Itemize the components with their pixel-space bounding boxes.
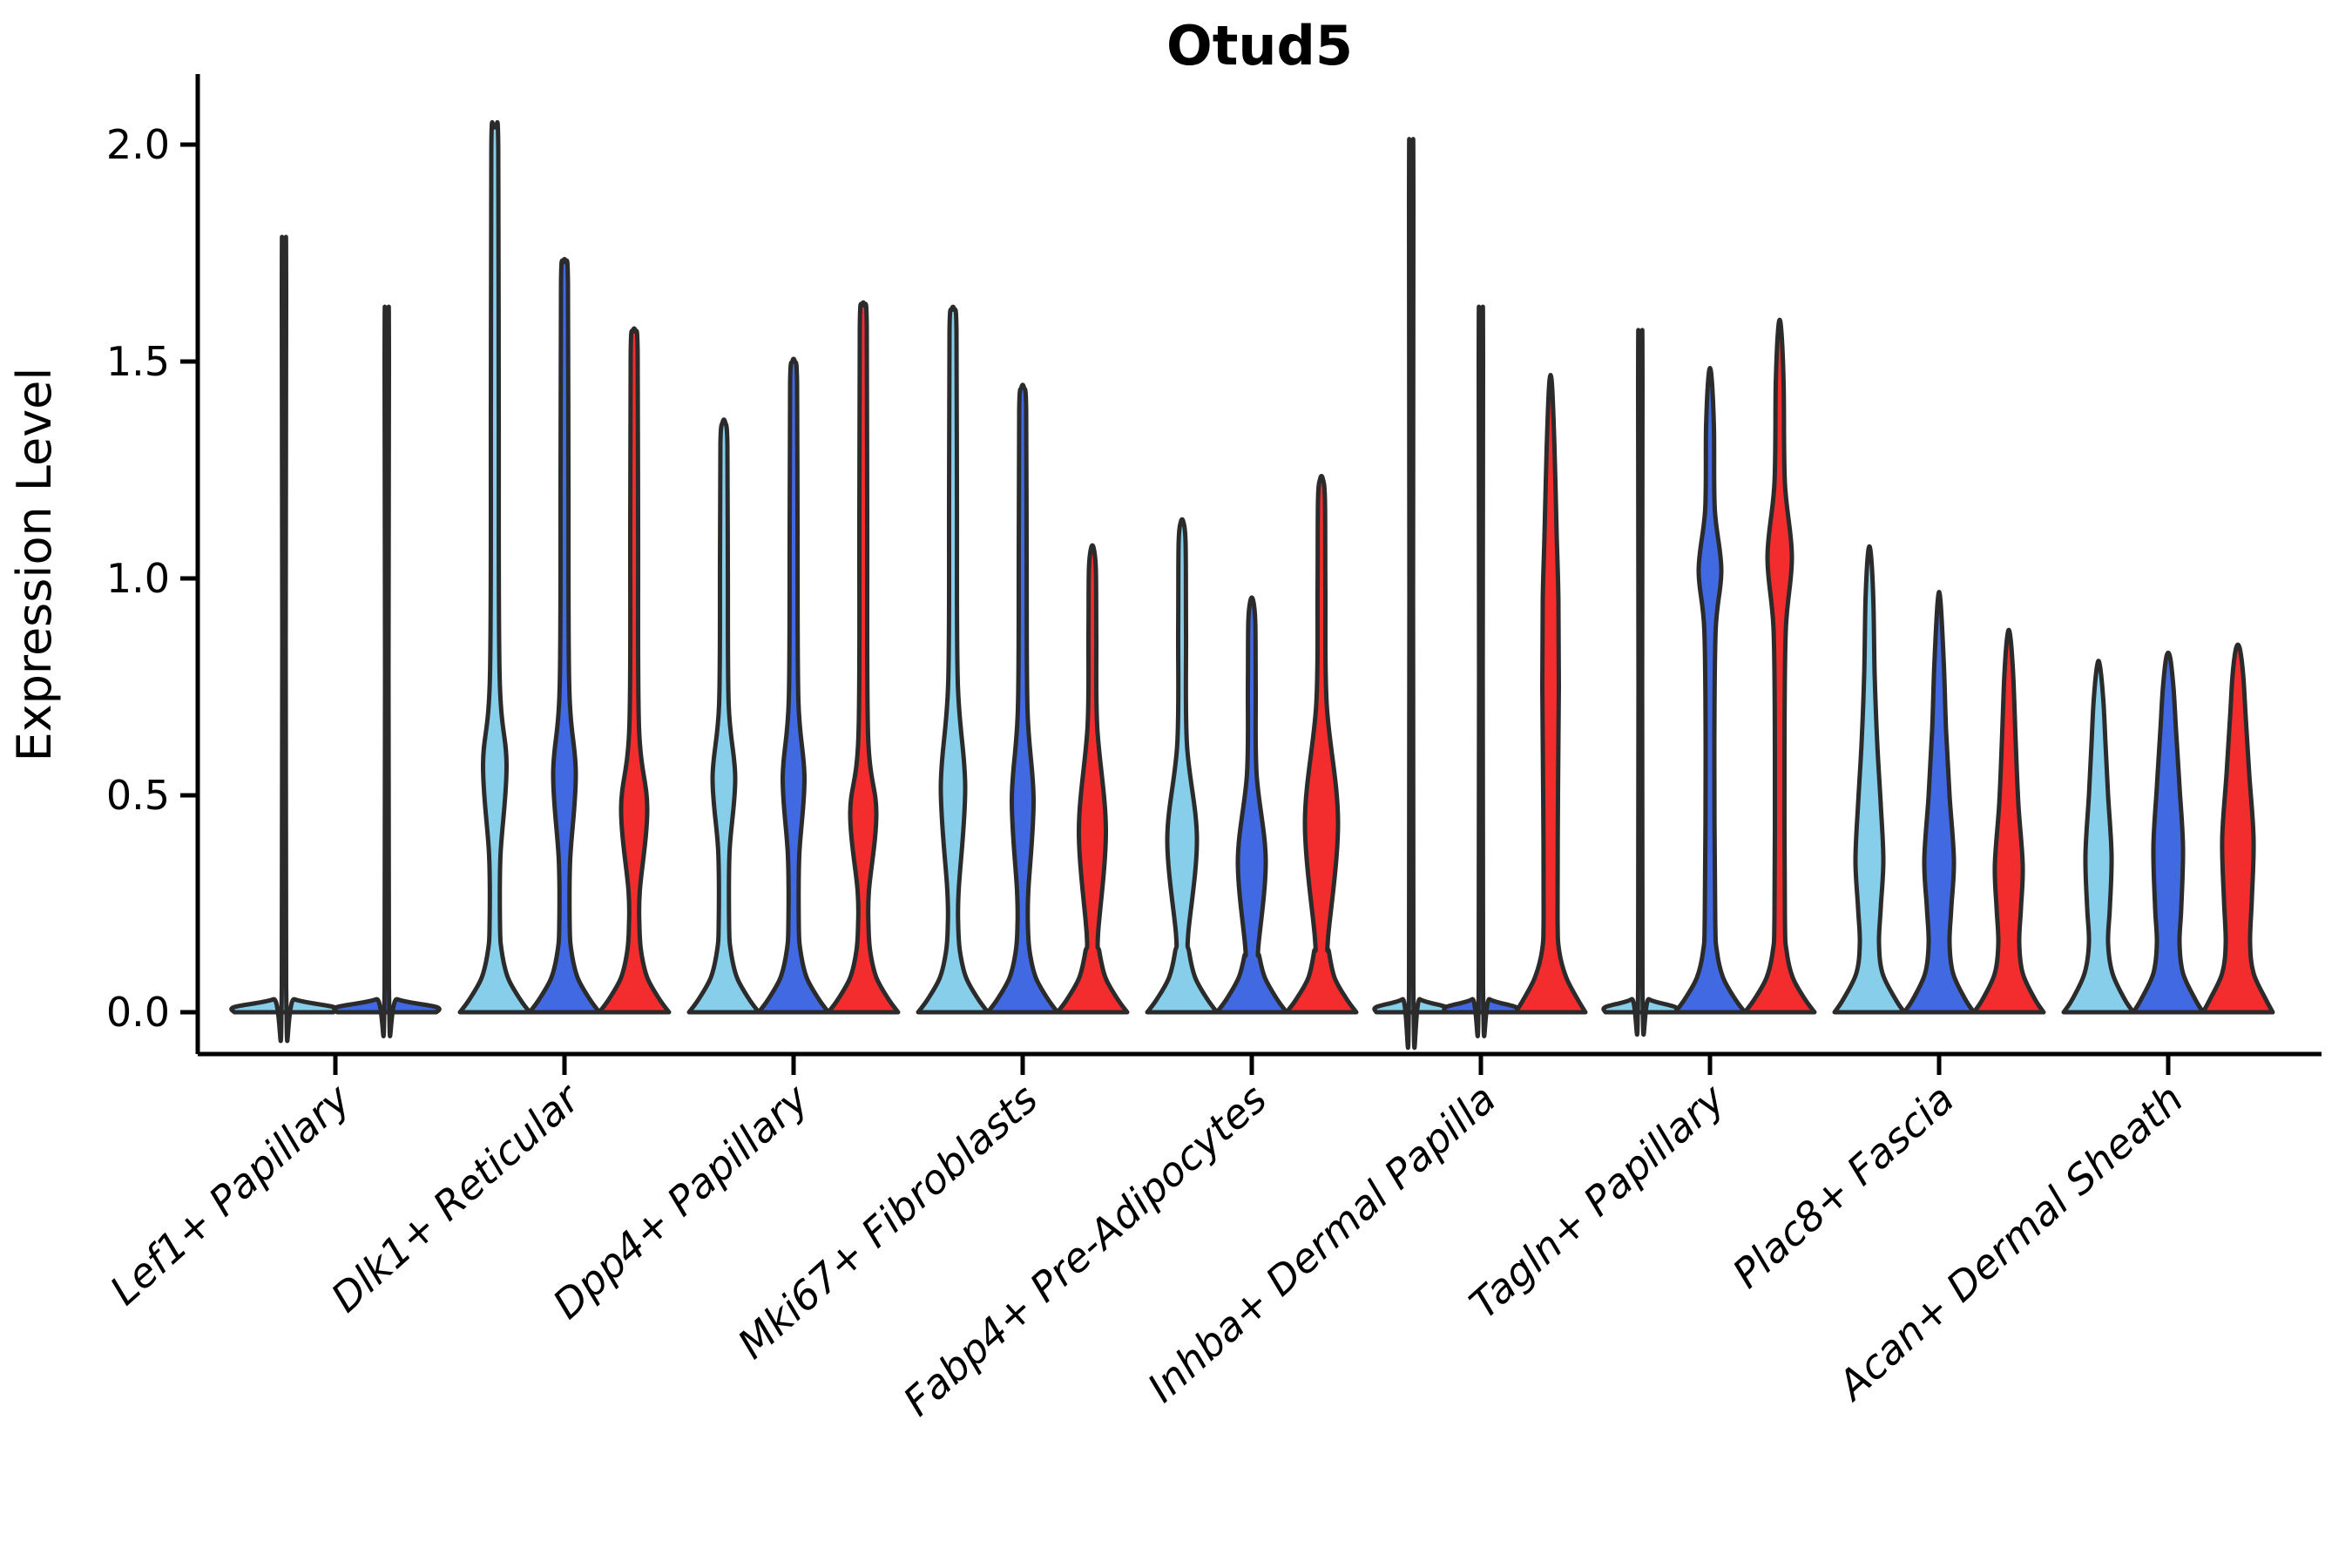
x-tick-label-5: Fabp4+ Pre-Adipocytes xyxy=(894,1075,1275,1425)
violin-dpp4-series-3-red xyxy=(826,300,901,1015)
violin-dlk1-series-2-royalblue xyxy=(527,256,602,1015)
y-axis-label: Expression Level xyxy=(7,368,62,762)
x-tick-label-2: Dlk1+ Reticular xyxy=(322,1073,591,1321)
y-tick-label: 1.0 xyxy=(106,555,170,602)
violin-inhba-series-3-red xyxy=(1513,373,1588,1015)
violin-tagln-series-2-royalblue xyxy=(1673,365,1747,1015)
chart-title: Otud5 xyxy=(1166,14,1353,78)
violin-tagln-series-1-skyblue xyxy=(1601,328,1680,1037)
violin-acan-series-3-red xyxy=(2200,642,2275,1015)
violin-lef1-series-2-royalblue xyxy=(332,304,442,1038)
y-tick-label: 0.0 xyxy=(106,989,170,1036)
x-tick-label-8: Plac8+ Fascia xyxy=(1723,1075,1963,1297)
y-tick-label: 0.5 xyxy=(106,772,170,819)
violin-tagln-series-3-red xyxy=(1742,317,1817,1015)
violin-acan-series-2-royalblue xyxy=(2131,650,2206,1015)
y-tick-label: 2.0 xyxy=(106,121,170,168)
violin-fabp4-series-3-red xyxy=(1284,473,1359,1015)
violin-mki67-series-3-red xyxy=(1055,543,1130,1015)
violin-plac8-series-3-red xyxy=(1971,627,2046,1015)
violin-fabp4-series-2-royalblue xyxy=(1214,595,1289,1015)
violin-mki67-series-2-royalblue xyxy=(985,382,1060,1015)
x-tick-label-1: Lef1+ Papillary xyxy=(101,1075,360,1315)
violin-plac8-series-2-royalblue xyxy=(1902,590,1977,1015)
violin-dlk1-series-3-red xyxy=(597,326,672,1015)
violin-lef1-series-1-skyblue xyxy=(229,234,339,1044)
violin-dlk1-series-1-skyblue xyxy=(457,119,532,1015)
violin-mki67-series-1-skyblue xyxy=(916,304,990,1015)
violin-inhba-series-2-royalblue xyxy=(1442,304,1520,1038)
violin-acan-series-1-skyblue xyxy=(2061,659,2136,1015)
violin-fabp4-series-1-skyblue xyxy=(1145,517,1220,1015)
violin-dpp4-series-2-royalblue xyxy=(756,356,831,1015)
violin-inhba-series-1-skyblue xyxy=(1372,137,1450,1051)
violin-plac8-series-1-skyblue xyxy=(1832,544,1907,1015)
violin-dpp4-series-1-skyblue xyxy=(686,417,761,1015)
y-tick-label: 1.5 xyxy=(106,338,170,385)
